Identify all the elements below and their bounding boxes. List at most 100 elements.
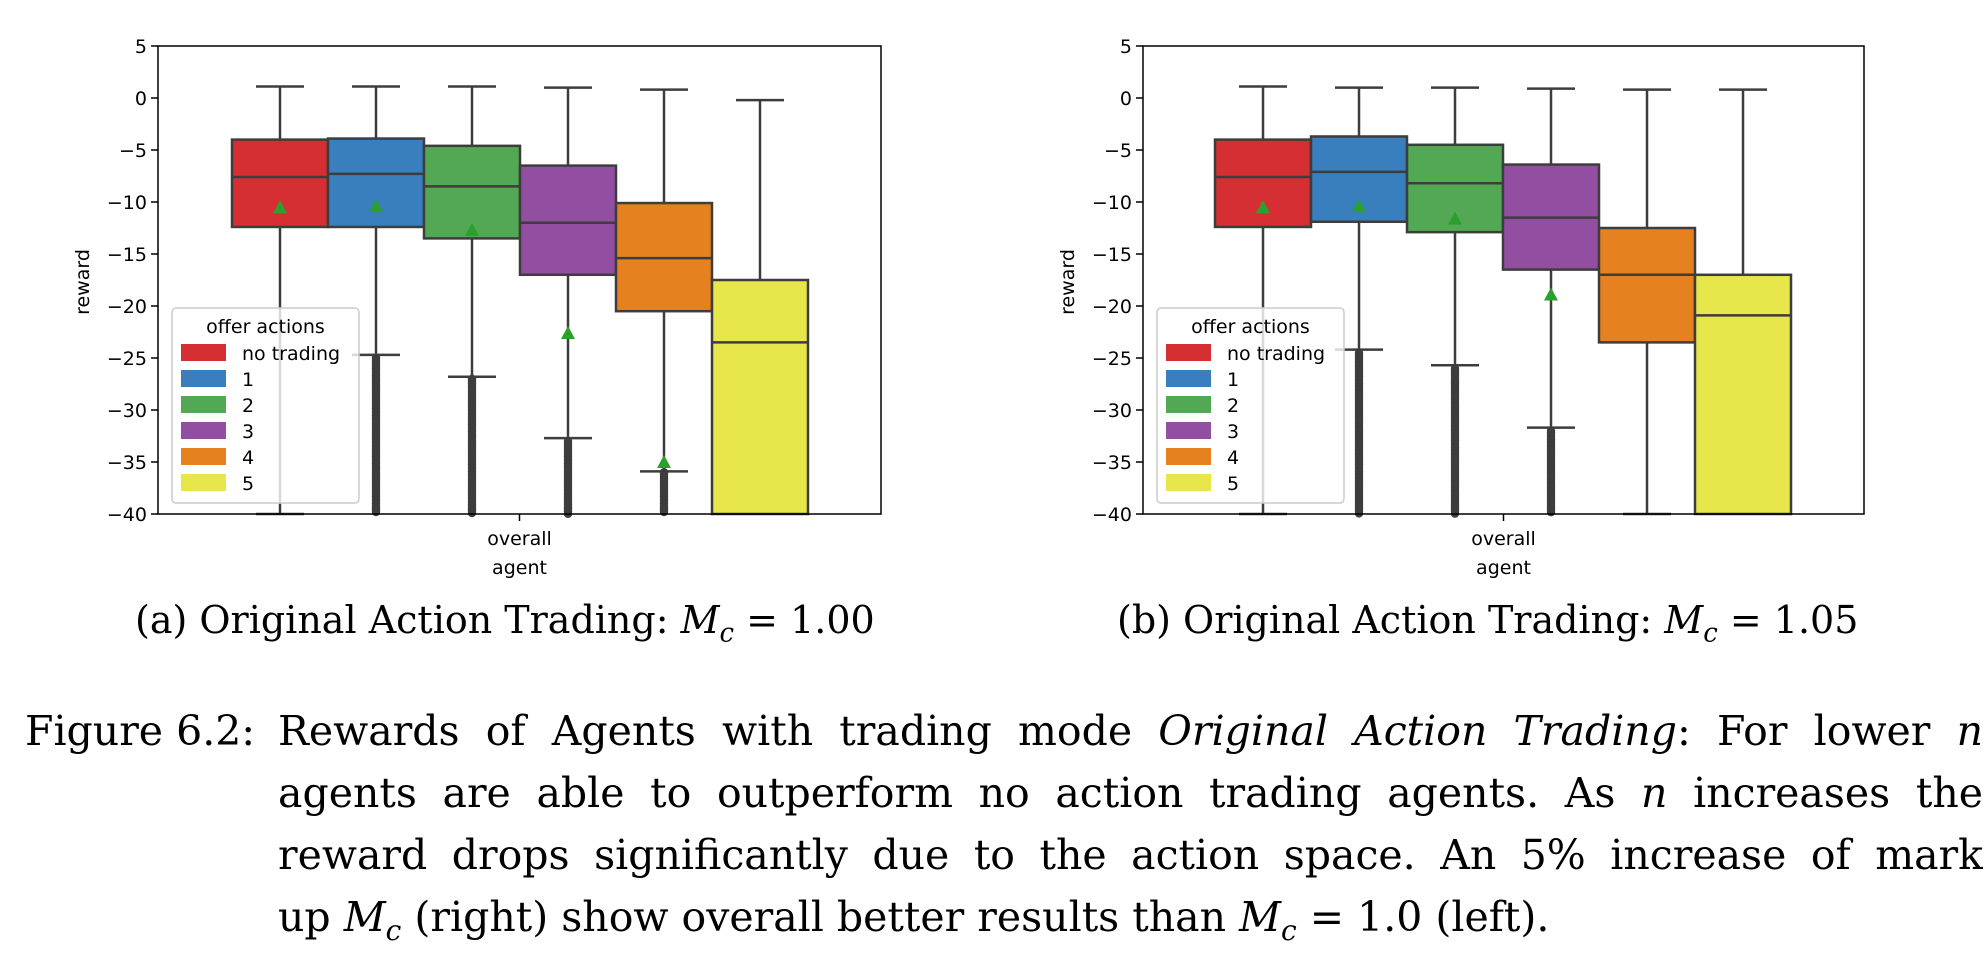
legend-swatch-2 <box>181 396 226 413</box>
caption-line-2: agents are able to outperform no action … <box>278 762 1983 824</box>
subcaption-a-label: (a) Original Action Trading: <box>135 598 681 642</box>
box-3 <box>1501 87 1601 517</box>
caption-line-4: up Mc (right) show overall better result… <box>278 886 1983 962</box>
fliers-3 <box>1546 426 1556 517</box>
caption-line-1: Rewards of Agents with trading mode Orig… <box>278 700 1983 762</box>
subcaption-a-math-var: M <box>680 598 720 642</box>
subcaption-b-math-var: M <box>1664 598 1704 642</box>
legend-swatch-4 <box>1166 448 1211 465</box>
box-rect-5 <box>1693 273 1793 516</box>
mean-marker-4 <box>657 455 671 468</box>
legend-swatch-0 <box>181 344 226 361</box>
flier-point <box>467 508 477 518</box>
caption-label: Figure 6.2: <box>25 707 256 755</box>
box-1 <box>326 85 426 517</box>
fliers-2 <box>1450 364 1460 518</box>
caption-l1b: Original Action Trading <box>1158 707 1677 755</box>
fliers-1 <box>371 353 381 517</box>
charts-canvas: 5 0 −5 −10 −15 −20 −25 −30 −35 −40 overall agent rew… <box>72 36 1865 579</box>
legend-label-4: 4 <box>1227 447 1239 469</box>
legend-swatch-1 <box>181 370 226 387</box>
y-tick-label: −5 <box>119 140 147 162</box>
subcaption-b: (b) Original Action Trading: Mc = 1.05 <box>1117 598 1858 649</box>
box-3 <box>518 86 618 518</box>
mean-marker-2 <box>1448 211 1462 225</box>
legend-label-2: 2 <box>242 395 254 417</box>
caption-l2a: agents are able to outperform no action … <box>278 769 1642 817</box>
y-tick-label: −20 <box>1092 296 1132 318</box>
fliers-2 <box>467 374 477 518</box>
caption-l4b: (right) show overall better results than <box>401 893 1240 941</box>
box-rect-0 <box>230 138 330 229</box>
box-2 <box>1405 86 1505 518</box>
box-rect-0 <box>1213 138 1313 229</box>
legend: offer actions no trading 1 2 3 4 5 <box>1156 307 1345 504</box>
y-tick-label: −5 <box>1104 140 1132 162</box>
legend-label-1: 1 <box>1227 369 1239 391</box>
caption-l2n: n <box>1641 769 1668 817</box>
caption-l4s2: c <box>1281 914 1297 948</box>
legend-swatch-0 <box>1166 344 1211 361</box>
box-5 <box>710 98 810 516</box>
box-rect-4 <box>1597 226 1697 344</box>
mean-marker-3 <box>561 326 575 340</box>
legend-swatch-2 <box>1166 396 1211 413</box>
y-tick-label: 5 <box>1120 36 1132 58</box>
y-tick-label: −40 <box>1092 504 1132 526</box>
y-tick-label: −10 <box>1092 192 1132 214</box>
boxplot-chart-a: 5 0 −5 −10 −15 −20 −25 −30 −35 −40 overall agent rew… <box>72 36 882 579</box>
flier-point <box>371 507 381 517</box>
caption-l4a: up <box>278 893 344 941</box>
subcaption-a: (a) Original Action Trading: Mc = 1.00 <box>135 598 875 649</box>
caption-l1c: : For lower <box>1676 707 1957 755</box>
x-tick-label: overall <box>1471 528 1536 550</box>
legend-label-2: 2 <box>1227 395 1239 417</box>
mean-marker-0 <box>1256 200 1270 214</box>
legend-swatch-5 <box>181 474 226 491</box>
box-4 <box>1597 88 1697 516</box>
y-axis-label: reward <box>72 249 94 315</box>
box-5 <box>1693 88 1793 516</box>
legend-label-5: 5 <box>242 473 254 495</box>
fliers-1 <box>1354 348 1364 518</box>
box-2 <box>422 85 522 518</box>
legend-swatch-3 <box>1166 422 1211 439</box>
legend-title: offer actions <box>1191 316 1310 338</box>
subcaption-b-label: (b) Original Action Trading: <box>1117 598 1665 642</box>
caption-l4m2: M <box>1239 893 1282 941</box>
box-rect-1 <box>326 137 426 229</box>
x-tick-label: overall <box>487 528 552 550</box>
y-tick-label: 0 <box>1120 88 1132 110</box>
boxplot-chart-b: 5 0 −5 −10 −15 −20 −25 −30 −35 −40 overall agent rew… <box>1057 36 1865 579</box>
mean-marker-1 <box>369 199 383 213</box>
y-tick-label: −35 <box>1092 452 1132 474</box>
legend-swatch-3 <box>181 422 226 439</box>
legend-swatch-1 <box>1166 370 1211 387</box>
flier-point <box>1546 508 1556 517</box>
box-0 <box>230 85 330 516</box>
legend: offer actions no trading 1 2 3 4 5 <box>171 307 360 504</box>
subcaption-a-math-sub: c <box>719 618 735 649</box>
y-tick-label: −20 <box>107 296 147 318</box>
caption-l4s: c <box>385 914 402 948</box>
caption-l4c: = 1.0 (left). <box>1296 893 1550 941</box>
legend-label-4: 4 <box>242 447 254 469</box>
fliers-4 <box>659 468 669 517</box>
legend-label-1: 1 <box>242 369 254 391</box>
subcaption-b-math-sub: c <box>1703 618 1718 649</box>
box-rect-2 <box>422 144 522 240</box>
legend-swatch-5 <box>1166 474 1211 491</box>
caption-l1n: n <box>1956 707 1983 755</box>
legend-swatch-4 <box>181 448 226 465</box>
x-axis-label: agent <box>1476 557 1531 579</box>
box-rect-3 <box>518 164 618 277</box>
subcaption-b-math-rest: = 1.05 <box>1717 598 1859 642</box>
y-tick-label: 0 <box>135 88 147 110</box>
y-tick-label: 5 <box>135 36 147 58</box>
y-tick-label: −15 <box>107 244 147 266</box>
mean-marker-1 <box>1352 199 1366 213</box>
fliers-3 <box>563 437 573 518</box>
legend-title: offer actions <box>206 316 325 338</box>
mean-marker-3 <box>1544 287 1558 301</box>
caption-body: Rewards of Agents with trading mode Orig… <box>278 700 1983 962</box>
